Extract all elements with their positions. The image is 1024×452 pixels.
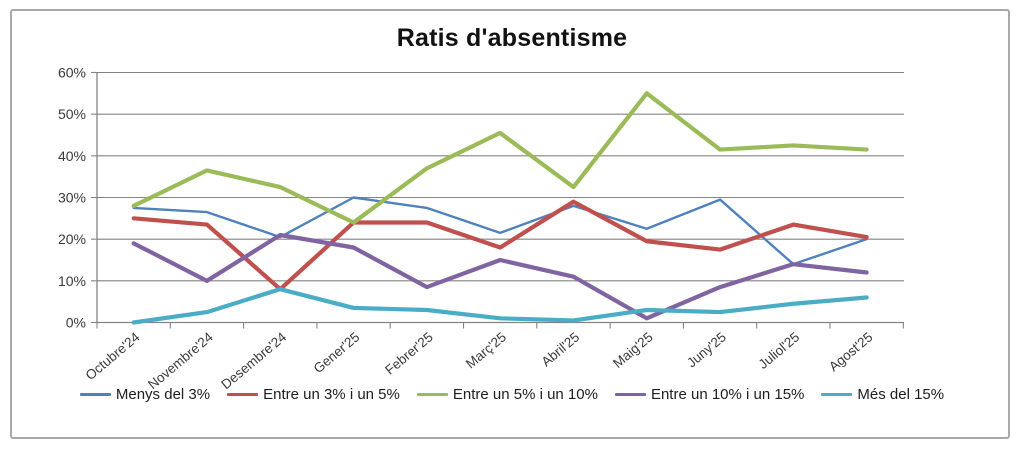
- series-line-entre-un-10-i-un-15-: [131, 232, 869, 321]
- y-axis-label: 10%: [58, 273, 86, 289]
- x-axis-label: Octubre'24: [83, 329, 143, 383]
- y-axis-label: 60%: [58, 65, 86, 81]
- legend-line-swatch: [416, 392, 448, 397]
- legend-line-swatch: [227, 392, 259, 397]
- series-line-entre-un-5-i-un-10-: [131, 91, 869, 225]
- y-axis-label: 30%: [58, 190, 86, 206]
- y-axis-label: 40%: [58, 148, 86, 164]
- legend-label: Entre un 10% i un 15%: [650, 386, 805, 403]
- y-axis-label: 50%: [58, 106, 86, 122]
- x-axis-label: Agost'25: [826, 329, 876, 374]
- chart-title: Ratis d'absentisme: [396, 24, 628, 52]
- x-axis-label: Maig'25: [610, 329, 656, 371]
- y-axis-label: 0%: [66, 315, 86, 331]
- legend-item: Entre un 5% i un 10%: [416, 386, 598, 403]
- legend-label: Més del 15%: [857, 386, 945, 403]
- legend-line-swatch: [79, 393, 111, 396]
- legend-item: Més del 15%: [821, 386, 944, 403]
- series-line-entre-un-3-i-un-5-: [131, 199, 869, 292]
- x-axis-label: Gener'25: [311, 329, 363, 376]
- x-axis-label: Febrer'25: [382, 329, 436, 377]
- x-axis-label: Novembre'24: [145, 329, 216, 392]
- legend-line-swatch: [614, 392, 646, 397]
- legend-label: Entre un 3% i un 5%: [263, 386, 400, 403]
- y-axis-label: 20%: [58, 231, 86, 247]
- legend-item: Entre un 10% i un 15%: [614, 386, 805, 403]
- x-axis-label: Març'25: [463, 329, 509, 371]
- legend-label: Menys del 3%: [115, 386, 211, 403]
- series-line-m-s-del-15-: [131, 287, 869, 325]
- chart-legend: Menys del 3% Entre un 3% i un 5% Entre un …: [0, 386, 1024, 403]
- legend-item: Entre un 3% i un 5%: [227, 386, 400, 403]
- legend-label: Entre un 5% i un 10%: [452, 386, 598, 403]
- series-line-menys-del-3-: [132, 196, 868, 266]
- legend-item: Menys del 3%: [79, 386, 211, 403]
- x-axis-label: Abril'25: [539, 329, 583, 369]
- x-axis-label: Desembre'24: [218, 329, 289, 392]
- x-axis-label: Juny'25: [684, 329, 729, 370]
- x-axis-label: Juliol'25: [756, 329, 803, 372]
- legend-line-swatch: [821, 392, 853, 397]
